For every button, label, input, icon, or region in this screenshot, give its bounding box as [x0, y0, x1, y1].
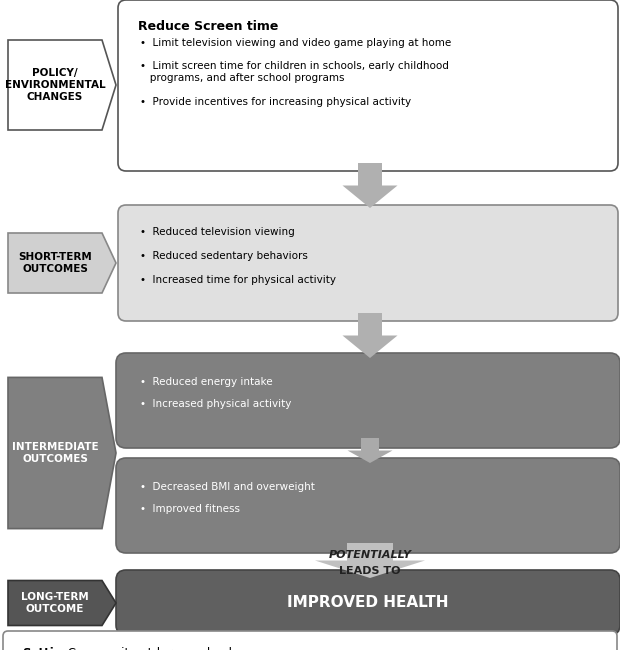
Polygon shape — [315, 560, 425, 578]
FancyBboxPatch shape — [118, 0, 618, 171]
Text: •  Reduced television viewing: • Reduced television viewing — [140, 227, 294, 237]
Text: POLICY/
ENVIRONMENTAL
CHANGES: POLICY/ ENVIRONMENTAL CHANGES — [5, 68, 105, 103]
Text: INTERMEDIATE
OUTCOMES: INTERMEDIATE OUTCOMES — [12, 442, 99, 464]
Text: •  Decreased BMI and overweight: • Decreased BMI and overweight — [140, 482, 315, 492]
Polygon shape — [8, 233, 116, 293]
Polygon shape — [347, 450, 392, 463]
Text: SHORT-TERM
OUTCOMES: SHORT-TERM OUTCOMES — [18, 252, 92, 274]
Text: •  Limit television viewing and video game playing at home: • Limit television viewing and video gam… — [140, 38, 451, 48]
Polygon shape — [8, 580, 116, 625]
FancyBboxPatch shape — [116, 570, 620, 635]
Text: •  Increased time for physical activity: • Increased time for physical activity — [140, 275, 336, 285]
Polygon shape — [361, 438, 379, 450]
Text: Reduce Screen time: Reduce Screen time — [138, 20, 278, 33]
Text: •  Limit screen time for children in schools, early childhood
   programs, and a: • Limit screen time for children in scho… — [140, 61, 449, 83]
Polygon shape — [8, 378, 116, 528]
Text: IMPROVED HEALTH: IMPROVED HEALTH — [287, 595, 449, 610]
FancyBboxPatch shape — [116, 458, 620, 553]
Text: •  Provide incentives for increasing physical activity: • Provide incentives for increasing phys… — [140, 97, 411, 107]
Text: LEADS TO: LEADS TO — [339, 566, 401, 575]
Text: LONG-TERM
OUTCOME: LONG-TERM OUTCOME — [21, 592, 89, 614]
FancyBboxPatch shape — [3, 631, 617, 650]
Polygon shape — [358, 163, 381, 185]
Polygon shape — [342, 335, 397, 358]
Text: Setting:: Setting: — [22, 647, 76, 650]
Text: •  Reduced energy intake: • Reduced energy intake — [140, 377, 273, 387]
Polygon shape — [347, 543, 393, 560]
FancyBboxPatch shape — [118, 205, 618, 321]
Text: •  Reduced sedentary behaviors: • Reduced sedentary behaviors — [140, 251, 308, 261]
Polygon shape — [358, 313, 381, 335]
Text: •  Increased physical activity: • Increased physical activity — [140, 399, 291, 409]
FancyBboxPatch shape — [116, 353, 620, 448]
Polygon shape — [342, 185, 397, 208]
Polygon shape — [8, 40, 116, 130]
Text: Community-at-large, schools: Community-at-large, schools — [64, 647, 238, 650]
Text: •  Improved fitness: • Improved fitness — [140, 504, 240, 514]
Text: POTENTIALLY: POTENTIALLY — [329, 551, 412, 560]
